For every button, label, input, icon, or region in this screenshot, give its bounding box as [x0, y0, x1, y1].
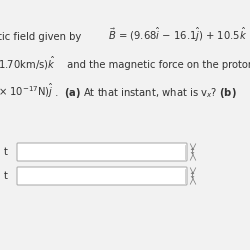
Text: ↕: ↕ — [188, 148, 196, 156]
Text: $\vec{B}$ = (9.68$\hat{i}$ − 16.1$\hat{j}$) + 10.5$\hat{k}$: $\vec{B}$ = (9.68$\hat{i}$ − 16.1$\hat{j… — [108, 26, 247, 44]
Text: ↕: ↕ — [188, 172, 196, 180]
Text: 1.70km/s)$\hat{k}$: 1.70km/s)$\hat{k}$ — [0, 54, 56, 72]
FancyBboxPatch shape — [17, 143, 187, 161]
Text: t: t — [4, 147, 8, 157]
Text: .: . — [52, 88, 64, 98]
Text: $\bf{(a)}$ At that instant, what is v$_x$? $\bf{(b)}$: $\bf{(a)}$ At that instant, what is v$_x… — [64, 86, 237, 100]
Text: $\times$ 10$^{-17}$N)$\hat{j}$: $\times$ 10$^{-17}$N)$\hat{j}$ — [0, 82, 54, 100]
Text: and the magnetic force on the proton: and the magnetic force on the proton — [64, 60, 250, 70]
FancyBboxPatch shape — [17, 167, 187, 185]
Text: t: t — [4, 171, 8, 181]
Text: tic field given by: tic field given by — [0, 32, 81, 42]
